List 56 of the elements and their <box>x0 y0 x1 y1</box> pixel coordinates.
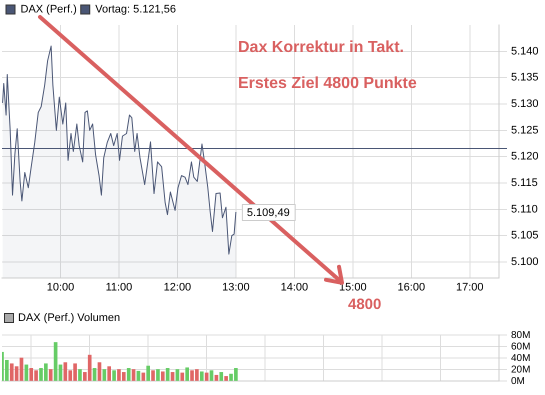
x-tick-label: 12:00 <box>164 281 192 294</box>
text: 4800 <box>348 296 382 313</box>
x-tick-label: 11:00 <box>106 281 132 294</box>
bar <box>48 369 53 381</box>
bar <box>204 372 208 381</box>
y-tick-label: 60M <box>511 341 530 352</box>
y-tick-label: 5.125 <box>511 124 539 136</box>
bar <box>176 369 180 381</box>
bar <box>107 366 112 381</box>
annotation: Erstes Ziel 4800 Punkte <box>238 75 417 92</box>
bar <box>180 372 184 381</box>
y-tick-label: 5.115 <box>511 177 538 190</box>
bar <box>78 369 82 381</box>
y-tick-label: 5.135 <box>511 72 539 84</box>
bar <box>185 367 190 381</box>
bar <box>210 370 214 381</box>
bar <box>132 369 136 381</box>
bar <box>200 371 204 381</box>
x-tick-label: 13:00 <box>222 281 250 294</box>
bar <box>224 376 228 381</box>
y-tick-label: 80M <box>511 330 530 341</box>
bar <box>98 362 102 381</box>
bar <box>92 368 96 381</box>
bar <box>136 370 140 381</box>
annotation: 5.109,49 <box>246 207 290 220</box>
y-tick-label: 40M <box>511 352 530 364</box>
x-tick-label: 16:00 <box>398 281 426 294</box>
text: DAX (Perf.) Volumen <box>18 312 120 324</box>
y-tick-label: 5.140 <box>511 45 539 58</box>
bar <box>24 364 28 381</box>
y-tick-label: 5.100 <box>511 256 539 268</box>
x-tick-label: 17:00 <box>456 281 484 294</box>
y-tick-label: 0M <box>511 376 525 387</box>
y-tick-label: 5.130 <box>511 98 539 110</box>
bar <box>219 372 224 381</box>
bar <box>141 372 146 381</box>
x-tick-label: 15:00 <box>339 281 367 294</box>
bar <box>146 366 150 381</box>
y-tick-label: 5.105 <box>511 230 539 242</box>
bar <box>170 372 174 381</box>
bar <box>156 369 160 381</box>
x-tick-label: 10:00 <box>46 281 74 294</box>
bar <box>102 369 106 381</box>
bar <box>160 371 165 381</box>
bar <box>214 374 218 381</box>
bar <box>151 370 155 381</box>
y-tick-label: 5.120 <box>511 150 539 163</box>
y-tick-label: 5.110 <box>511 203 538 216</box>
bar <box>166 368 170 381</box>
annotation: Dax Korrektur in Takt. <box>238 39 404 56</box>
bar <box>126 368 131 381</box>
x-tick-label: 14:00 <box>280 281 308 294</box>
legend-label: Vortag: 5.121,56 <box>95 4 176 16</box>
legend-label: DAX (Perf.) <box>20 4 77 16</box>
bar <box>112 370 116 381</box>
y-tick-label: 20M <box>511 364 530 376</box>
